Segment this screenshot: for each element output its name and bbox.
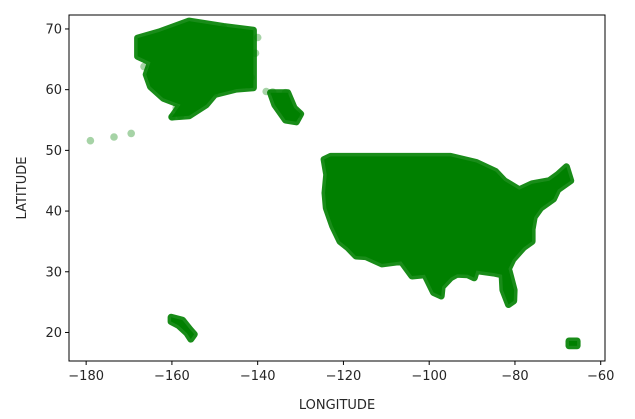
data-point	[281, 88, 290, 97]
data-point	[127, 129, 135, 138]
data-point	[253, 33, 262, 42]
y-axis-label: LATITUDE	[15, 157, 30, 220]
y-tick-label: 40	[45, 205, 62, 220]
x-tick-label: −140	[240, 369, 276, 384]
plot-frame	[68, 14, 606, 362]
data-point	[200, 28, 208, 36]
x-tick-label: −80	[501, 369, 528, 384]
data-point	[176, 112, 185, 120]
data-point	[268, 88, 277, 96]
data-point	[251, 49, 260, 57]
y-tick-label: 20	[45, 326, 62, 341]
y-tick-label: 50	[45, 144, 62, 159]
data-point	[219, 23, 228, 32]
data-point	[247, 73, 255, 82]
data-point	[86, 136, 95, 145]
data-point	[151, 36, 159, 44]
data-point	[138, 37, 146, 45]
x-axis-label: LONGITUDE	[299, 398, 375, 413]
data-point	[198, 23, 206, 31]
data-point	[262, 87, 271, 96]
data-layer	[86, 17, 581, 350]
x-tick-label: −160	[154, 369, 190, 384]
region-conus	[320, 152, 575, 308]
y-tick-label: 70	[45, 22, 62, 37]
y-tick-label: 30	[45, 265, 62, 280]
x-tick-label: −120	[326, 369, 362, 384]
region-puerto-rico	[565, 337, 581, 350]
data-point	[110, 133, 118, 141]
region-alaska-panhandle	[267, 89, 305, 126]
x-tick-label: −100	[411, 369, 447, 384]
data-point	[159, 31, 168, 39]
data-point	[168, 113, 176, 121]
data-point	[292, 111, 301, 119]
x-tick-label: −60	[587, 369, 614, 384]
data-point	[189, 101, 198, 109]
data-point	[176, 25, 185, 34]
data-point	[140, 62, 148, 71]
data-point	[245, 81, 253, 89]
region-hawaii	[167, 313, 198, 343]
data-point	[236, 28, 245, 36]
data-point	[228, 82, 236, 91]
y-tick-label: 60	[45, 83, 62, 98]
x-tick-label: −180	[68, 369, 104, 384]
x-axis-ticks: −180 −160 −140 −120 −100 −80 −60	[68, 361, 614, 384]
data-point	[211, 88, 219, 97]
y-axis-ticks: 20 30 40 50 60 70	[45, 22, 69, 341]
region-alaska	[134, 17, 257, 121]
data-point	[172, 104, 180, 112]
data-point	[294, 110, 303, 118]
